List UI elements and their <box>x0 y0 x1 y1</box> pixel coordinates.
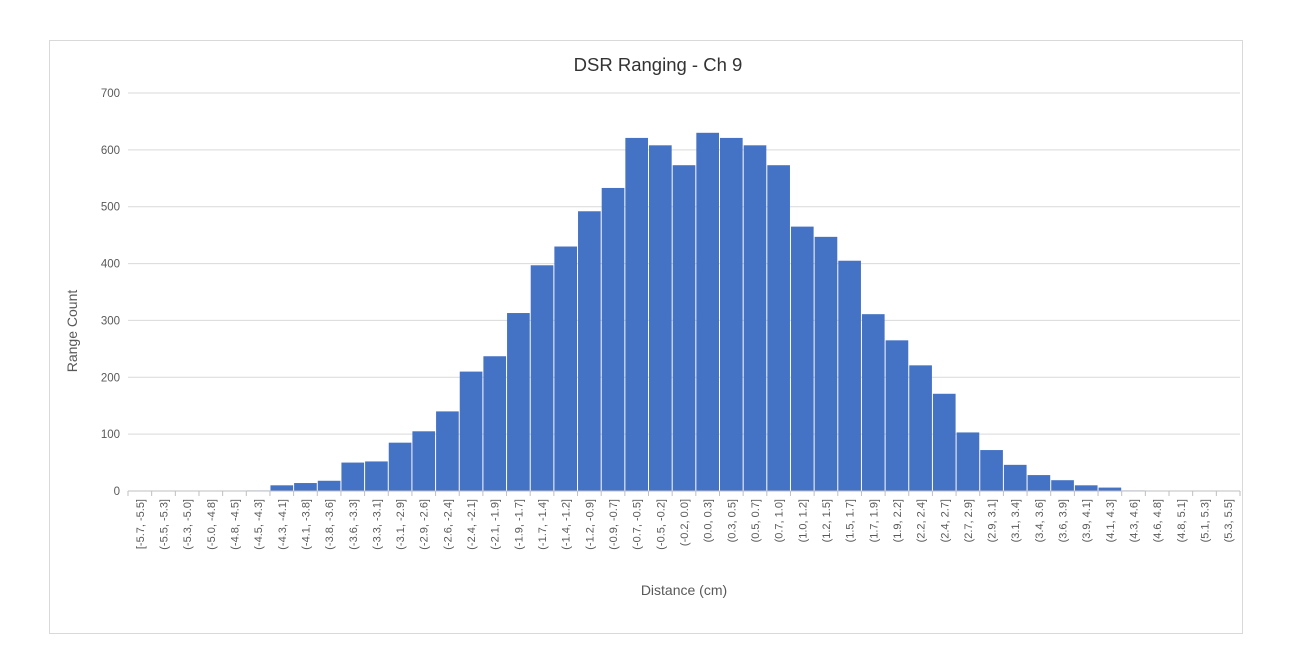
bar <box>459 371 483 491</box>
bar <box>696 132 719 492</box>
bar <box>743 145 767 491</box>
x-tick-label: (-2.6, -2.4] <box>442 499 454 550</box>
bar <box>365 461 388 491</box>
bar <box>885 340 909 491</box>
bar <box>767 165 790 492</box>
x-tick-label: (-1.9, -1.7] <box>513 499 525 550</box>
y-tick-label: 100 <box>101 429 120 441</box>
x-tick-label: (-3.8, -3.6] <box>324 499 336 550</box>
y-tick-label: 0 <box>114 486 120 498</box>
bar <box>1003 464 1027 491</box>
x-tick-label: (-5.0, -4.8] <box>206 499 218 550</box>
chart-area: DSR Ranging - Ch 9 0 100 200 300 400 500 600 70… <box>49 40 1243 634</box>
x-tick-label: (2.7, 2.9] <box>963 499 975 542</box>
x-axis-label: Distance (cm) <box>641 582 727 598</box>
bar <box>719 137 743 491</box>
x-tick-label: (5.1, 5.3] <box>1200 499 1212 542</box>
x-tick-label: (-1.4, -1.2] <box>561 499 573 550</box>
bar <box>578 211 601 491</box>
x-tick-label: (-2.9, -2.6] <box>419 499 431 550</box>
x-tick-label: (0.0, 0.3] <box>703 499 715 542</box>
x-tick-label: (-4.1, -3.8] <box>300 499 312 550</box>
x-tick-label: (5.3, 5.5] <box>1223 499 1235 542</box>
chart-title: DSR Ranging - Ch 9 <box>574 54 743 75</box>
x-tick-label: (0.7, 1.0] <box>774 499 786 542</box>
x-tick-label: (-0.2, 0.0] <box>679 499 691 546</box>
x-tick-label: (1.5, 1.7] <box>845 499 857 542</box>
bar <box>1027 475 1051 491</box>
bar <box>649 145 672 491</box>
x-tick-label: (2.4, 2.7] <box>939 499 951 542</box>
bar <box>341 462 365 491</box>
bar <box>601 187 625 492</box>
x-tick-label: (1.9, 2.2] <box>892 499 904 542</box>
x-tick-label: (-5.5, -5.3] <box>158 499 170 550</box>
x-tick-label: (-1.2, -0.9] <box>584 499 596 550</box>
bar <box>270 485 294 491</box>
bar <box>672 165 696 492</box>
bar <box>932 393 956 491</box>
x-tick-label: (-0.5, -0.2] <box>655 499 667 550</box>
x-tick-label: (-0.9, -0.7] <box>608 499 620 550</box>
x-tick-label: (2.2, 2.4] <box>916 499 928 542</box>
bar <box>294 483 317 491</box>
x-tick-label: (1.2, 1.5] <box>821 499 833 542</box>
bar <box>412 431 436 491</box>
bar <box>861 314 885 491</box>
x-tick-label: (3.9, 4.1] <box>1081 499 1093 542</box>
x-tick-label: (4.8, 5.1] <box>1176 499 1188 542</box>
bar <box>554 246 578 491</box>
x-tick-label: (-2.1, -1.9] <box>490 499 502 550</box>
bars <box>246 132 1145 492</box>
bar <box>317 480 341 491</box>
bar <box>507 313 530 491</box>
bar <box>388 442 412 491</box>
x-axis-ticks: [-5.7, -5.5] (-5.5, -5.3] (-5.3, -5.0] (-5.… <box>127 491 1241 550</box>
bar <box>1074 485 1098 491</box>
x-tick-label: (-4.3, -4.1] <box>277 499 289 550</box>
x-tick-label: (4.6, 4.8] <box>1152 499 1164 542</box>
y-tick-label: 600 <box>101 145 120 157</box>
bar <box>625 137 649 491</box>
x-tick-label: (3.6, 3.9] <box>1058 499 1070 542</box>
bar <box>838 260 861 491</box>
x-tick-label: (3.4, 3.6] <box>1034 499 1046 542</box>
bar <box>956 432 980 491</box>
x-tick-label: (-3.1, -2.9] <box>395 499 407 550</box>
y-tick-label: 300 <box>101 315 120 327</box>
bar <box>530 265 554 491</box>
x-tick-label: (-3.6, -3.3] <box>348 499 360 550</box>
x-tick-label: (-1.7, -1.4] <box>537 499 549 550</box>
y-tick-label: 700 <box>101 88 120 100</box>
y-tick-label: 500 <box>101 202 120 214</box>
bar <box>814 236 838 491</box>
x-tick-label: (2.9, 3.1] <box>987 499 999 542</box>
x-tick-label: (0.3, 0.5] <box>726 499 738 542</box>
x-tick-label: (-4.8, -4.5] <box>229 499 241 550</box>
bar <box>1098 487 1122 491</box>
y-tick-label: 400 <box>101 259 120 271</box>
histogram-chart: DSR Ranging - Ch 9 0 100 200 300 400 500 600 70… <box>64 54 1241 598</box>
y-axis-label: Range Count <box>64 290 80 373</box>
bar <box>483 356 507 491</box>
x-tick-label: (3.1, 3.4] <box>1010 499 1022 542</box>
x-tick-label: (-0.7, -0.5] <box>632 499 644 550</box>
bar <box>909 365 932 491</box>
y-axis-ticks: 0 100 200 300 400 500 600 700 <box>101 88 120 498</box>
bar <box>1051 480 1074 491</box>
x-tick-label: (-5.3, -5.0] <box>182 499 194 550</box>
x-tick-label: (0.5, 0.7] <box>750 499 762 542</box>
x-tick-label: (1.0, 1.2] <box>797 499 809 542</box>
x-tick-label: (4.3, 4.6] <box>1129 499 1141 542</box>
y-tick-label: 200 <box>101 372 120 384</box>
bar <box>436 411 459 491</box>
bar <box>980 450 1003 491</box>
x-tick-label: (1.7, 1.9] <box>868 499 880 542</box>
x-tick-label: (-2.4, -2.1] <box>466 499 478 550</box>
x-tick-label: (-3.3, -3.1] <box>371 499 383 550</box>
bar <box>790 226 814 491</box>
x-tick-label: (-4.5, -4.3] <box>253 499 265 550</box>
x-tick-label: (4.1, 4.3] <box>1105 499 1117 542</box>
x-tick-label: [-5.7, -5.5] <box>135 499 147 549</box>
